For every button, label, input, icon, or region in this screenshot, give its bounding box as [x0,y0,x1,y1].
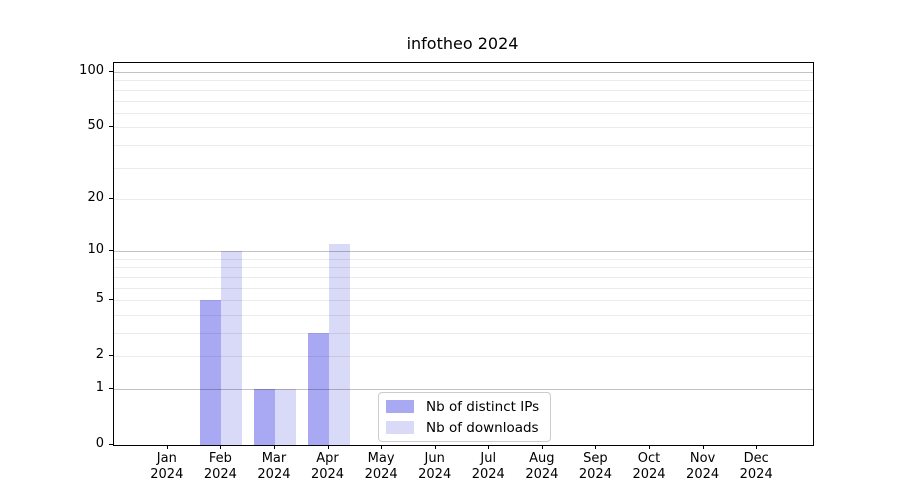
x-tick-month: Oct [637,451,661,466]
x-tick-month: Jul [480,451,497,466]
x-tick-month: Sep [583,451,608,466]
minor-gridline-7 [114,276,813,278]
y-tick-1 [109,387,113,389]
x-tick-year: 2024 [418,467,452,482]
x-tick-year: 2024 [150,467,184,482]
minor-gridline-5 [114,300,813,302]
x-tick-month: Dec [743,451,769,466]
y-tick-2 [109,355,113,357]
minor-gridline-9 [114,258,813,260]
major-gridline-100 [114,72,813,74]
x-tick-label-feb: Feb 2024 [188,451,252,483]
x-tick-month: Jun [424,451,445,466]
x-tick-mar [273,445,275,449]
y-tick-0 [109,444,113,445]
bar-distinct-ips-feb [200,300,222,445]
x-tick-nov [702,445,704,449]
bar-downloads-feb [221,251,243,445]
minor-gridline-4 [114,314,813,316]
x-tick-label-mar: Mar 2024 [242,451,306,483]
bar-downloads-mar [274,388,296,445]
y-tick-label-2: 2 [95,347,104,363]
x-tick-feb [220,445,222,449]
x-tick-label-may: May 2024 [349,451,413,483]
legend-swatch-distinct-ips [386,400,414,413]
x-tick-aug [541,445,543,449]
y-tick-label-10: 10 [87,242,104,258]
x-tick-year: 2024 [686,467,720,482]
legend-label-distinct-ips: Nb of distinct IPs [426,398,540,415]
minor-gridline-30 [114,167,813,169]
y-tick-label-100: 100 [79,63,104,79]
x-tick-year: 2024 [257,467,291,482]
chart-title: infotheo 2024 [406,34,519,53]
x-tick-label-apr: Apr 2024 [296,451,360,483]
legend-label-downloads: Nb of downloads [426,419,539,436]
legend-item-distinct-ips: Nb of distinct IPs [386,398,539,415]
legend-item-downloads: Nb of downloads [386,419,539,436]
x-tick-month: Feb [208,451,232,466]
major-gridline-1 [114,388,813,390]
y-tick-10 [109,250,113,252]
y-tick-label-50: 50 [87,118,104,134]
minor-gridline-2 [114,356,813,358]
x-tick-apr [327,445,329,449]
y-tick-label-1: 1 [95,379,104,395]
minor-gridline-60 [114,112,813,114]
x-tick-label-jun: Jun 2024 [403,451,467,483]
major-gridline-10 [114,251,813,253]
x-tick-label-sep: Sep 2024 [563,451,627,483]
y-tick-label-20: 20 [87,189,104,205]
y-tick-100 [109,71,113,73]
minor-gridline-70 [114,100,813,102]
y-tick-50 [109,126,113,128]
x-tick-year: 2024 [525,467,559,482]
x-tick-year: 2024 [471,467,505,482]
x-tick-year: 2024 [203,467,237,482]
minor-gridline-8 [114,267,813,269]
legend: Nb of distinct IPs Nb of downloads [378,392,552,442]
x-tick-label-nov: Nov 2024 [671,451,735,483]
x-tick-year: 2024 [364,467,398,482]
x-tick-jan [166,445,168,449]
x-tick-dec [756,445,758,449]
x-tick-year: 2024 [578,467,612,482]
y-tick-label-5: 5 [95,291,104,307]
x-tick-label-jul: Jul 2024 [456,451,520,483]
x-tick-label-jan: Jan 2024 [135,451,199,483]
x-tick-year: 2024 [632,467,666,482]
x-tick-may [381,445,383,449]
x-tick-month: Jan [156,451,177,466]
minor-gridline-90 [114,80,813,82]
minor-gridline-80 [114,89,813,91]
minor-gridline-6 [114,287,813,289]
minor-gridline-20 [114,198,813,200]
y-tick-20 [109,197,113,199]
x-tick-month: Aug [529,451,555,466]
bar-downloads-apr [328,244,350,445]
x-tick-jun [434,445,436,449]
bar-distinct-ips-apr [307,332,329,445]
x-tick-oct [649,445,651,449]
x-tick-label-dec: Dec 2024 [724,451,788,483]
legend-swatch-downloads [386,421,414,434]
y-tick-label-0: 0 [95,436,104,451]
x-tick-month: May [367,451,395,466]
x-tick-sep [595,445,597,449]
x-tick-jul [488,445,490,449]
x-tick-year: 2024 [310,467,345,482]
minor-gridline-50 [114,127,813,129]
x-tick-month: Nov [689,451,716,466]
x-tick-label-aug: Aug 2024 [510,451,574,483]
plot-area [113,62,814,446]
x-tick-month: Apr [316,451,339,466]
x-tick-label-oct: Oct 2024 [617,451,681,483]
minor-gridline-3 [114,332,813,334]
bar-distinct-ips-mar [253,388,275,445]
minor-gridline-40 [114,144,813,146]
y-tick-5 [109,299,113,301]
x-tick-month: Mar [261,451,287,466]
x-tick-year: 2024 [739,467,773,482]
